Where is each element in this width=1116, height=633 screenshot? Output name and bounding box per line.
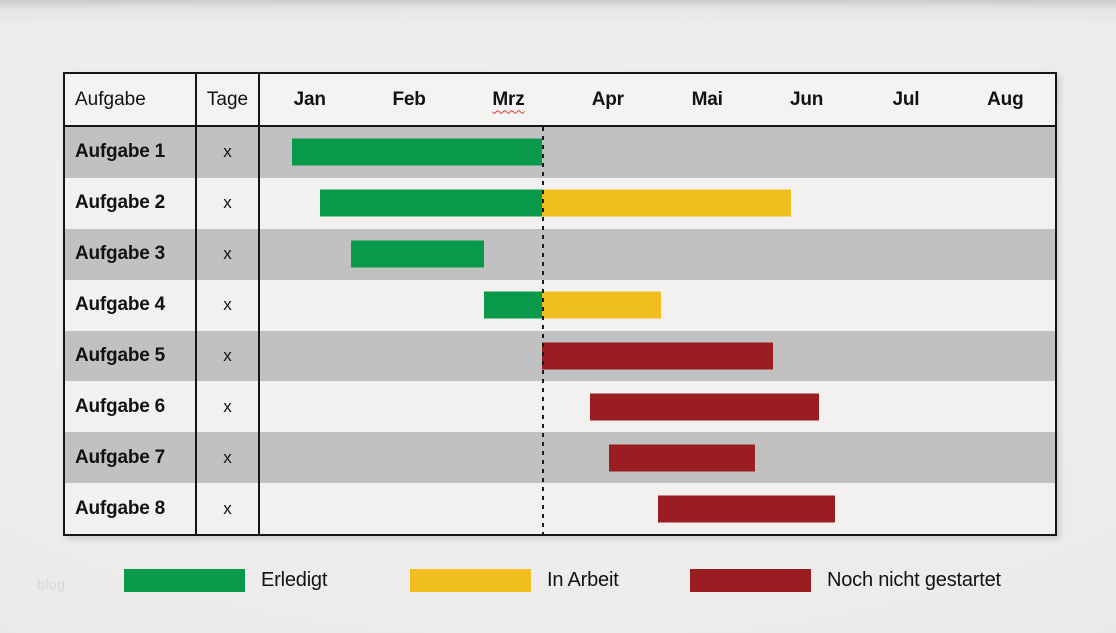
month-label-mai: Mai [691, 88, 723, 110]
task-bars-cell [260, 381, 1055, 432]
header-tage: Tage [197, 74, 260, 125]
task-label: Aufgabe 7 [65, 432, 197, 484]
gantt-table: Aufgabe Tage Jan Feb Mrz Apr Mai Jun Jul Aug Au… [63, 72, 1057, 536]
gantt-bar-erledigt [483, 291, 543, 319]
legend-item-erledigt: Erledigt [124, 569, 327, 592]
legend-swatch-in-arbeit [410, 569, 531, 592]
gantt-bar-in_arbeit [542, 189, 791, 217]
month-label-jan: Jan [293, 88, 326, 110]
task-label: Aufgabe 2 [65, 177, 197, 229]
task-label: Aufgabe 8 [65, 483, 197, 534]
month-label-feb: Feb [392, 88, 426, 110]
task-bars-cell [260, 280, 1055, 331]
legend-swatch-erledigt [124, 569, 245, 592]
task-bars-cell [260, 331, 1055, 382]
task-bars-cell [260, 229, 1055, 280]
legend-item-in-arbeit: In Arbeit [410, 569, 619, 592]
task-bars-cell [260, 483, 1055, 534]
month-label-mrz: Mrz [492, 88, 525, 110]
month-label-jul: Jul [892, 88, 920, 110]
gantt-bar-erledigt [319, 189, 543, 217]
task-label: Aufgabe 6 [65, 381, 197, 433]
legend-swatch-nicht-gestartet [690, 569, 811, 592]
task-label: Aufgabe 4 [65, 279, 197, 331]
tage-value: x [197, 330, 260, 382]
gantt-bar-nicht_gestartet [542, 342, 773, 370]
tage-value: x [197, 127, 260, 178]
legend-label-erledigt: Erledigt [261, 569, 328, 591]
task-bars-cell [260, 127, 1055, 178]
task-label: Aufgabe 5 [65, 330, 197, 382]
tage-value: x [197, 228, 260, 280]
legend-label-in-arbeit: In Arbeit [547, 569, 619, 591]
gantt-bar-nicht_gestartet [608, 444, 755, 472]
tage-value: x [197, 279, 260, 331]
task-label: Aufgabe 3 [65, 228, 197, 280]
month-label-apr: Apr [591, 88, 624, 110]
task-label: Aufgabe 1 [65, 127, 197, 178]
gantt-bar-nicht_gestartet [657, 495, 836, 523]
header-aufgabe: Aufgabe [65, 74, 197, 125]
tage-value: x [197, 381, 260, 433]
gantt-bar-erledigt [291, 138, 543, 166]
month-label-jun: Jun [789, 88, 824, 110]
task-bars-cell [260, 432, 1055, 483]
task-bars-cell [260, 178, 1055, 229]
month-label-aug: Aug [987, 88, 1024, 110]
gantt-bar-nicht_gestartet [589, 393, 820, 421]
legend-label-nicht-gestartet: Noch nicht gestartet [827, 569, 1001, 591]
tage-value: x [197, 432, 260, 484]
legend: Erledigt In Arbeit Noch nicht gestartet [0, 569, 1116, 595]
gantt-bar-erledigt [351, 240, 484, 268]
watermark: blog [37, 576, 66, 592]
month-axis: Jan Feb Mrz Apr Mai Jun Jul Aug [260, 74, 1055, 125]
legend-item-nicht-gestartet: Noch nicht gestartet [690, 569, 1001, 592]
gantt-bar-in_arbeit [542, 291, 662, 319]
gantt-header-row: Aufgabe Tage Jan Feb Mrz Apr Mai Jun Jul Aug [65, 74, 1055, 127]
tage-value: x [197, 483, 260, 534]
status-date-line [542, 127, 545, 534]
tage-value: x [197, 177, 260, 229]
